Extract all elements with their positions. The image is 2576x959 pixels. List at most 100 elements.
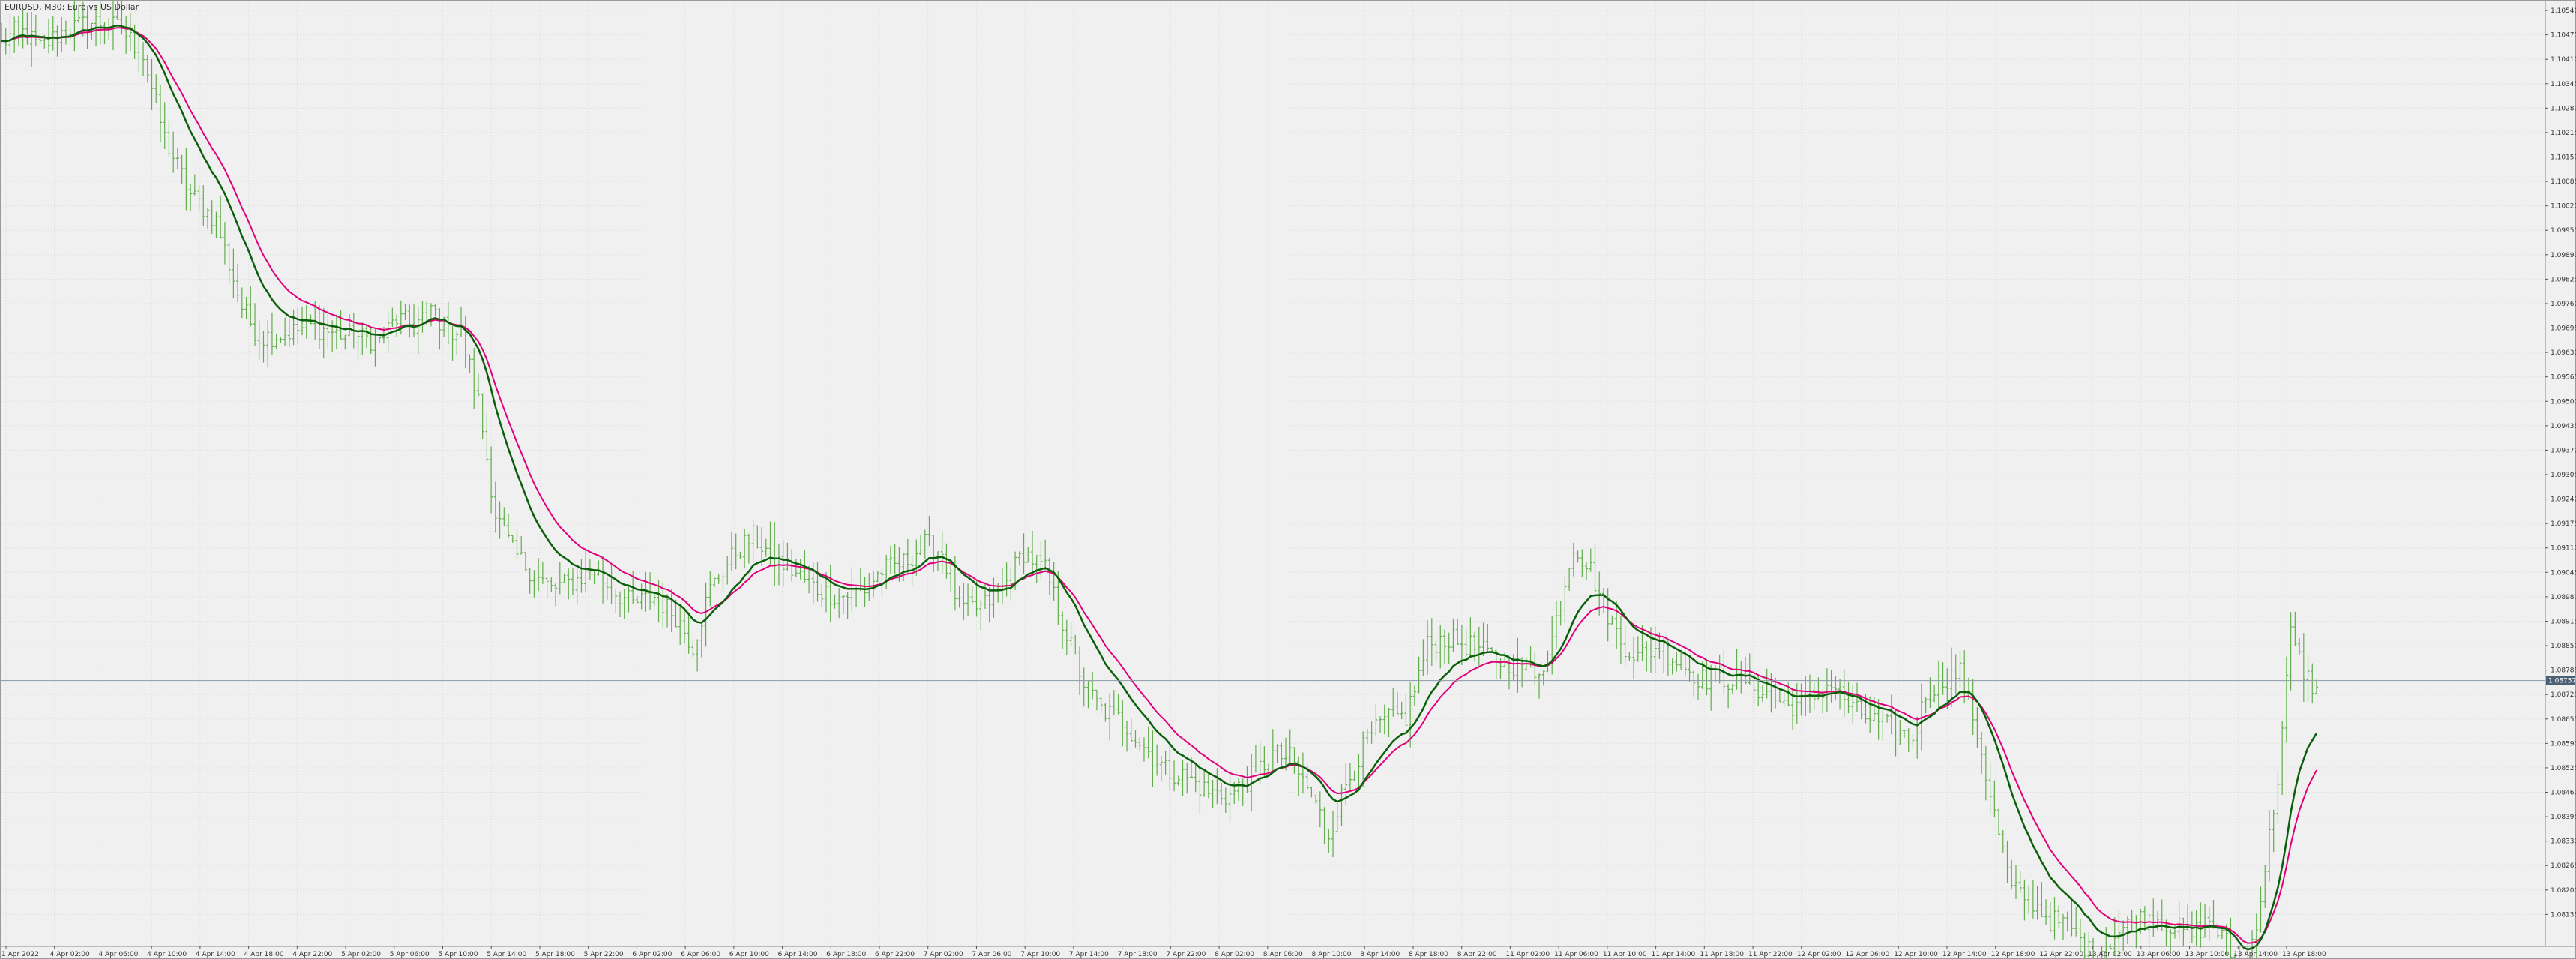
y-tick-label: 1.09435 xyxy=(2551,423,2576,430)
ohlc-bar xyxy=(137,30,141,73)
ohlc-bar xyxy=(781,540,785,587)
ohlc-bar xyxy=(283,317,287,346)
x-tick-label: 4 Apr 14:00 xyxy=(196,951,235,958)
ohlc-bar xyxy=(1176,775,1180,786)
x-tick-label: 12 Apr 06:00 xyxy=(1845,951,1889,958)
x-tick-label: 8 Apr 10:00 xyxy=(1312,951,1352,958)
ohlc-bar xyxy=(1224,787,1227,814)
ohlc-bar xyxy=(734,533,738,570)
x-tick-label: 5 Apr 14:00 xyxy=(487,951,526,958)
x-tick-label: 11 Apr 14:00 xyxy=(1652,951,1696,958)
y-tick-label: 1.08655 xyxy=(2551,716,2576,724)
ohlc-bar xyxy=(1314,794,1318,804)
ohlc-bar xyxy=(2010,859,2014,889)
ohlc-bar xyxy=(2053,897,2056,940)
ohlc-bar xyxy=(966,583,970,616)
ohlc-bar xyxy=(2263,865,2267,908)
ohlc-bar xyxy=(1271,729,1275,772)
ohlc-bar xyxy=(2031,880,2035,919)
ohlc-bar xyxy=(1409,682,1412,748)
ohlc-bar xyxy=(94,5,98,46)
ohlc-bar xyxy=(1936,660,1940,710)
ohlc-bar xyxy=(1391,688,1395,717)
ohlc-bar xyxy=(1039,541,1043,580)
ohlc-bar xyxy=(674,599,678,628)
ohlc-bar xyxy=(1649,627,1652,673)
ohlc-bar xyxy=(1104,703,1107,722)
ohlc-bar xyxy=(1065,619,1068,655)
ohlc-bar xyxy=(1155,744,1159,776)
ohlc-bar xyxy=(2156,911,2160,931)
ohlc-bar xyxy=(408,304,412,338)
ohlc-bar xyxy=(172,131,175,173)
ohlc-bar xyxy=(511,535,514,543)
ohlc-bar xyxy=(2125,916,2129,944)
ohlc-bar xyxy=(1477,626,1481,667)
ohlc-bar xyxy=(1348,763,1352,792)
ohlc-bar xyxy=(713,577,717,587)
x-tick-label: 8 Apr 18:00 xyxy=(1409,951,1448,958)
ohlc-bar xyxy=(1198,763,1202,815)
ohlc-bar xyxy=(2078,919,2082,953)
ohlc-bar xyxy=(334,314,338,349)
ohlc-bar xyxy=(2083,932,2086,959)
ohlc-bar xyxy=(743,529,747,569)
ohlc-bar xyxy=(644,571,648,612)
y-tick-label: 1.09045 xyxy=(2551,569,2576,577)
ohlc-bar xyxy=(1173,760,1176,792)
ohlc-bar xyxy=(580,559,583,593)
ohlc-bar xyxy=(343,334,347,350)
ohlc-bar xyxy=(158,85,162,143)
ohlc-bar xyxy=(828,564,832,623)
y-tick-label: 1.10410 xyxy=(2551,56,2576,64)
ohlc-bar xyxy=(1112,690,1116,716)
ohlc-bar xyxy=(2203,904,2207,938)
ohlc-bar xyxy=(1838,679,1842,710)
ohlc-bar xyxy=(1464,629,1468,661)
ohlc-bar xyxy=(721,574,725,592)
ohlc-bar xyxy=(1950,647,1954,707)
ohlc-bar xyxy=(1619,616,1622,664)
ohlc-bar xyxy=(227,242,231,284)
ohlc-bar xyxy=(1030,531,1034,572)
ohlc-bar xyxy=(940,531,944,574)
ohlc-bar xyxy=(1374,704,1378,736)
ohlc-bar xyxy=(386,311,390,354)
y-tick-label: 1.08330 xyxy=(2551,838,2576,846)
ohlc-bar xyxy=(1554,600,1558,649)
ohlc-bar xyxy=(154,74,158,103)
ohlc-bar xyxy=(1134,730,1137,748)
ohlc-bar xyxy=(1571,542,1575,577)
ohlc-bar xyxy=(64,20,67,45)
ohlc-bar xyxy=(1370,721,1373,744)
ohlc-bar xyxy=(837,588,841,619)
ma-slow-line xyxy=(1,27,2317,944)
ohlc-bar xyxy=(726,555,729,585)
x-tick-label: 1 Apr 2022 xyxy=(1,951,39,958)
ohlc-bar xyxy=(794,559,798,577)
x-tick-label: 7 Apr 10:00 xyxy=(1020,951,1060,958)
y-tick-label: 1.08980 xyxy=(2551,594,2576,601)
ohlc-bar xyxy=(391,307,394,328)
y-tick-label: 1.10345 xyxy=(2551,81,2576,88)
ohlc-bar xyxy=(747,533,750,564)
ohlc-bar xyxy=(897,547,901,582)
ohlc-bar xyxy=(1211,779,1215,808)
ohlc-bar xyxy=(60,16,64,52)
ohlc-bar xyxy=(1159,755,1163,782)
ohlc-bar xyxy=(2035,886,2039,920)
y-tick-label: 1.09630 xyxy=(2551,349,2576,357)
ohlc-bar xyxy=(1928,677,1932,709)
ohlc-bar xyxy=(558,562,562,595)
ohlc-bar xyxy=(682,607,686,643)
ohlc-bar xyxy=(1168,740,1172,790)
ohlc-bar xyxy=(1335,802,1339,832)
ohlc-bar xyxy=(266,320,270,367)
ohlc-bar xyxy=(614,588,618,613)
ohlc-bar xyxy=(30,11,34,67)
ohlc-bar xyxy=(433,304,437,316)
ohlc-bar xyxy=(1009,567,1013,601)
ohlc-bar xyxy=(1026,547,1030,563)
